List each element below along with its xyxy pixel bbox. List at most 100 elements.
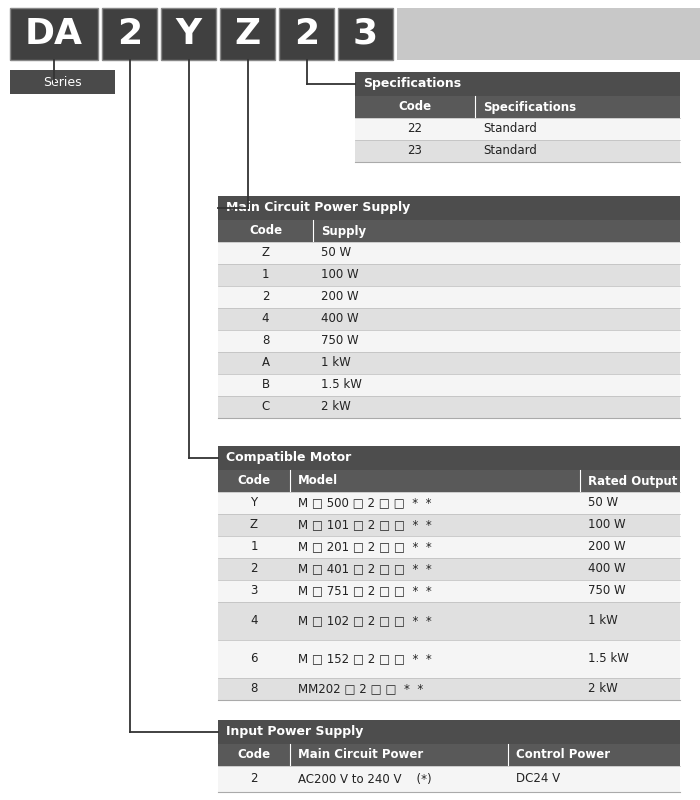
Text: Compatible Motor: Compatible Motor (226, 451, 351, 465)
Bar (218, 744, 680, 766)
Bar (218, 678, 680, 700)
Text: AC200 V to 240 V    (*): AC200 V to 240 V (*) (298, 773, 432, 786)
Text: 1: 1 (251, 541, 258, 554)
Text: 8: 8 (262, 334, 270, 347)
Bar (161, 8, 216, 60)
Text: Z: Z (250, 518, 258, 531)
Text: 2: 2 (294, 17, 319, 51)
Text: 750 W: 750 W (588, 585, 626, 598)
Bar (397, 8, 700, 60)
Text: 2 kW: 2 kW (588, 682, 617, 695)
Text: 50 W: 50 W (321, 246, 351, 259)
Text: Rated Output: Rated Output (588, 474, 678, 487)
Text: 1.5 kW: 1.5 kW (588, 653, 629, 666)
Text: 1: 1 (262, 269, 270, 282)
Text: 400 W: 400 W (321, 313, 358, 326)
Text: Z: Z (234, 17, 260, 51)
Bar (279, 8, 334, 60)
Text: Code: Code (249, 225, 282, 238)
Text: 2: 2 (251, 562, 258, 575)
Bar (355, 96, 680, 118)
Bar (218, 766, 680, 792)
Bar (218, 242, 680, 264)
Bar (218, 352, 680, 374)
Bar (220, 8, 275, 60)
Bar (218, 558, 680, 580)
Bar (218, 492, 680, 514)
Text: 23: 23 (407, 145, 422, 158)
Text: 3: 3 (353, 17, 378, 51)
Text: MM202 □ 2 □ □  *  *: MM202 □ 2 □ □ * * (298, 682, 424, 695)
Text: Input Power Supply: Input Power Supply (226, 726, 363, 738)
Bar (218, 196, 680, 220)
Text: 4: 4 (251, 614, 258, 627)
Text: 100 W: 100 W (321, 269, 358, 282)
Bar (218, 640, 680, 678)
Bar (218, 446, 680, 470)
Bar (218, 536, 680, 558)
Text: M □ 201 □ 2 □ □  *  *: M □ 201 □ 2 □ □ * * (298, 541, 432, 554)
Text: M □ 401 □ 2 □ □  *  *: M □ 401 □ 2 □ □ * * (298, 562, 432, 575)
Bar (355, 72, 680, 96)
Bar (218, 374, 680, 396)
Bar (218, 264, 680, 286)
Text: Code: Code (237, 474, 271, 487)
Text: Model: Model (298, 474, 338, 487)
Bar (338, 8, 393, 60)
Text: 400 W: 400 W (588, 562, 626, 575)
Bar (218, 470, 680, 492)
Text: 200 W: 200 W (588, 541, 626, 554)
Text: Y: Y (176, 17, 202, 51)
Text: 200 W: 200 W (321, 290, 358, 303)
Text: 2: 2 (262, 290, 270, 303)
Text: 1 kW: 1 kW (588, 614, 617, 627)
Bar (10, 8, 98, 60)
Text: M □ 101 □ 2 □ □  *  *: M □ 101 □ 2 □ □ * * (298, 518, 432, 531)
Bar (218, 514, 680, 536)
Text: Control Power: Control Power (516, 749, 610, 762)
Text: 50 W: 50 W (588, 497, 618, 510)
Text: 2: 2 (251, 773, 258, 786)
Text: 750 W: 750 W (321, 334, 358, 347)
Text: 6: 6 (251, 653, 258, 666)
Text: 4: 4 (262, 313, 270, 326)
Text: M □ 500 □ 2 □ □  *  *: M □ 500 □ 2 □ □ * * (298, 497, 431, 510)
Text: 1 kW: 1 kW (321, 357, 351, 370)
Text: Main Circuit Power Supply: Main Circuit Power Supply (226, 202, 410, 214)
Text: 22: 22 (407, 122, 423, 135)
Text: C: C (261, 401, 270, 414)
Text: DC24 V: DC24 V (516, 773, 560, 786)
Bar (218, 220, 680, 242)
Text: DA: DA (25, 17, 83, 51)
Text: Series: Series (43, 75, 82, 89)
Bar (102, 8, 157, 60)
Text: 8: 8 (251, 682, 258, 695)
Text: 3: 3 (251, 585, 258, 598)
Bar (10, 70, 115, 94)
Bar (218, 580, 680, 602)
Text: Specifications: Specifications (363, 78, 461, 90)
Text: Y: Y (251, 497, 258, 510)
Text: Specifications: Specifications (483, 101, 576, 114)
Text: 1.5 kW: 1.5 kW (321, 378, 362, 391)
Text: Supply: Supply (321, 225, 366, 238)
Text: Code: Code (237, 749, 271, 762)
Text: M □ 152 □ 2 □ □  *  *: M □ 152 □ 2 □ □ * * (298, 653, 432, 666)
Bar (218, 286, 680, 308)
Bar (218, 308, 680, 330)
Text: B: B (261, 378, 270, 391)
Text: M □ 751 □ 2 □ □  *  *: M □ 751 □ 2 □ □ * * (298, 585, 432, 598)
Text: A: A (262, 357, 270, 370)
Bar (218, 396, 680, 418)
Bar (355, 118, 680, 140)
Text: M □ 102 □ 2 □ □  *  *: M □ 102 □ 2 □ □ * * (298, 614, 432, 627)
Bar (218, 720, 680, 744)
Bar (355, 140, 680, 162)
Text: Standard: Standard (483, 145, 537, 158)
Text: Z: Z (262, 246, 270, 259)
Bar (218, 602, 680, 640)
Text: Standard: Standard (483, 122, 537, 135)
Text: Main Circuit Power: Main Circuit Power (298, 749, 424, 762)
Text: 100 W: 100 W (588, 518, 626, 531)
Bar (218, 330, 680, 352)
